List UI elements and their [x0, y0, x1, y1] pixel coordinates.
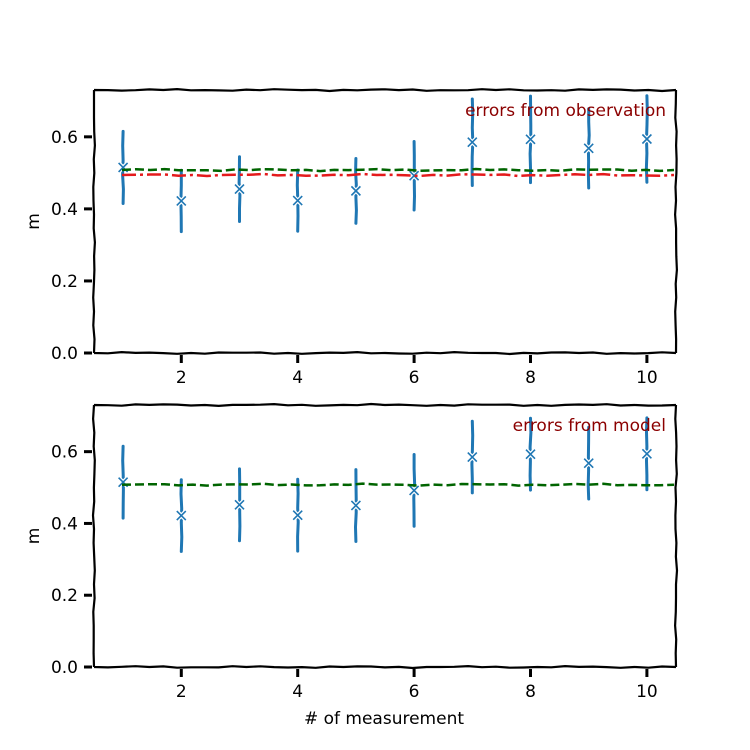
data-point	[176, 510, 187, 521]
data-point	[583, 458, 594, 469]
y-tick-label: 0.2	[51, 586, 78, 606]
x-tick-label: 6	[409, 682, 420, 702]
annotation-label: errors from observation	[465, 101, 666, 121]
panel-1: 2 4 6 8 10 0.0 0.2 0.4 0.6 m errors from observati…	[24, 88, 678, 388]
y-axis-label: m	[24, 213, 44, 230]
x-tick-label: 10	[636, 682, 658, 702]
x-tick-label: 2	[176, 368, 187, 388]
x-tick-label: 2	[176, 682, 187, 702]
y-axis-label: m	[24, 528, 44, 545]
x-tick-label: 4	[292, 368, 303, 388]
data-point	[583, 143, 594, 154]
y-tick-label: 0.2	[51, 272, 78, 292]
y-tick-label: 0.0	[51, 658, 78, 678]
data-point	[234, 499, 245, 510]
x-tick-label: 8	[525, 368, 536, 388]
data-point	[525, 134, 536, 145]
data-point	[467, 451, 478, 463]
x-tick-label: 6	[409, 368, 420, 388]
y-tick-label: 0.4	[51, 514, 78, 534]
fit-line-dashdot	[121, 172, 675, 178]
data-point	[409, 170, 420, 181]
y-tick-label: 0.0	[51, 344, 78, 364]
x-axis-label: # of measurement	[304, 709, 464, 729]
y-tick-label: 0.4	[51, 200, 78, 220]
data-point	[467, 137, 478, 148]
mean-line-dashed	[121, 482, 675, 487]
data-point	[641, 448, 652, 459]
axes-frame	[92, 88, 678, 356]
y-tick-label: 0.6	[51, 128, 78, 148]
data-point	[350, 185, 361, 196]
data-point	[176, 195, 187, 207]
x-tick-label: 10	[636, 368, 658, 388]
data-point	[292, 195, 303, 206]
panel-2: 2 4 6 8 10 0.0 0.2 0.4 0.6 m # of measurement error…	[24, 402, 679, 729]
y-tick-label: 0.6	[51, 443, 78, 463]
annotation-label: errors from model	[513, 416, 666, 436]
data-point	[292, 510, 303, 521]
x-tick-label: 8	[525, 682, 536, 702]
x-tick-label: 4	[292, 682, 303, 702]
axes-frame	[91, 402, 679, 670]
data-point	[641, 133, 652, 145]
data-point	[350, 500, 361, 511]
data-point	[409, 485, 420, 496]
data-point	[525, 449, 536, 460]
data-point	[234, 184, 245, 195]
mean-line-dashed	[121, 167, 675, 173]
